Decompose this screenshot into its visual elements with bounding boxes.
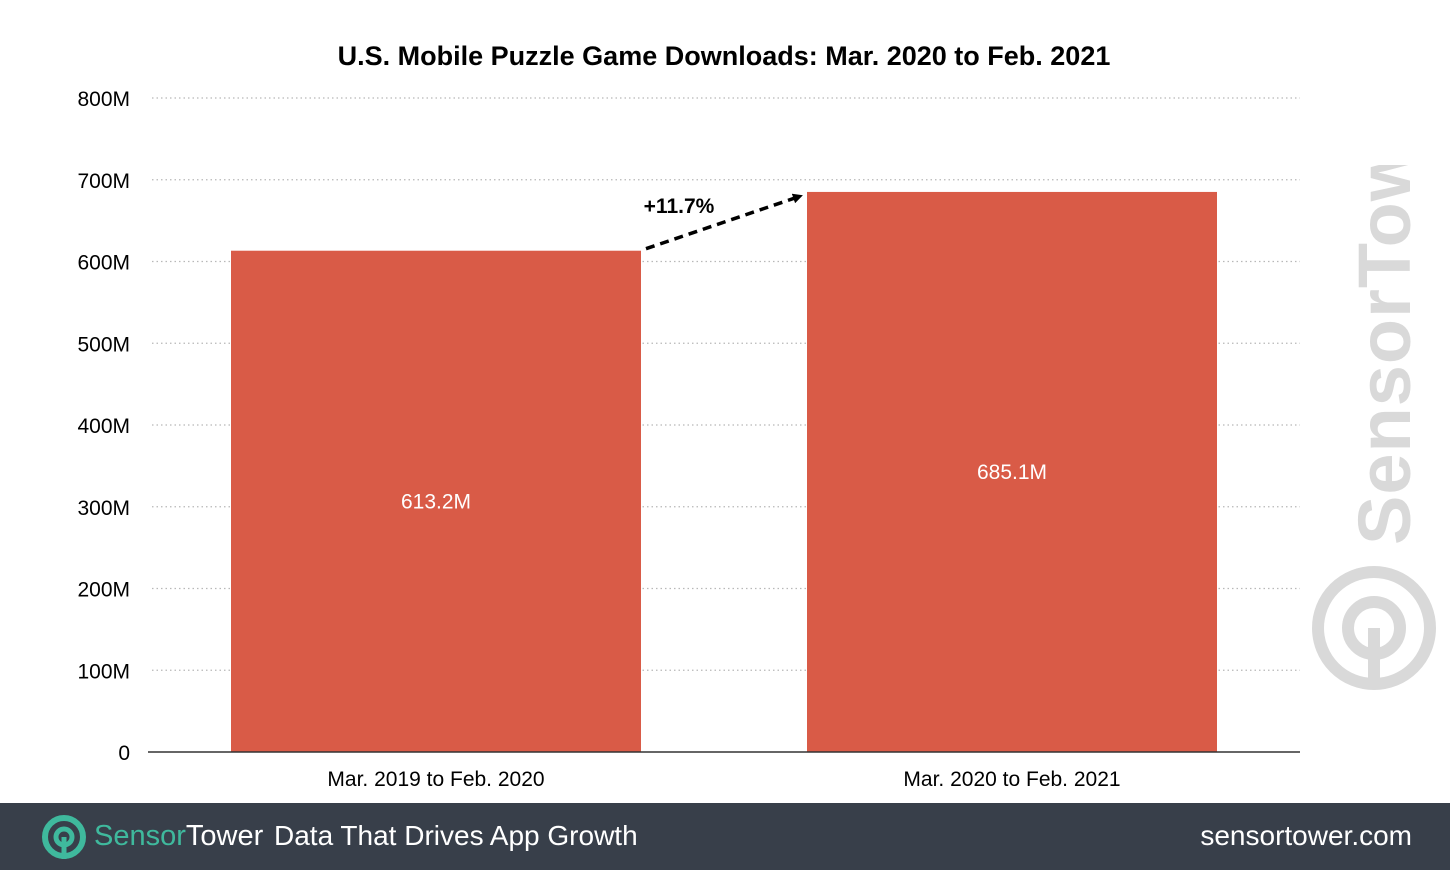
y-axis-ticks: 0 100M 200M 300M 400M 500M 600M 700M 800M [77, 88, 130, 765]
bar-value-labels: 613.2M 685.1M [401, 461, 1047, 513]
chart-title: U.S. Mobile Puzzle Game Downloads: Mar. … [338, 41, 1111, 71]
bar-value-label: 685.1M [977, 461, 1047, 484]
bars [231, 191, 1217, 753]
y-tick-label: 500M [77, 333, 130, 356]
sensortower-logo-icon [40, 813, 88, 866]
x-tick-label: Mar. 2020 to Feb. 2021 [903, 768, 1120, 791]
footer-brand-sensor: Sensor [94, 820, 186, 852]
footer-brand-tower: Tower [185, 820, 264, 852]
bar [231, 250, 641, 753]
footer-tagline: Data That Drives App Growth [274, 820, 638, 851]
growth-arrow [645, 193, 803, 251]
footer-brand: SensorTower [94, 818, 263, 854]
sensortower-watermark: SensorTower [1310, 71, 1440, 695]
footer-url[interactable]: sensortower.com [1200, 820, 1412, 851]
y-tick-label: 600M [77, 252, 130, 275]
y-tick-label: 700M [77, 170, 130, 193]
y-tick-label: 200M [77, 579, 130, 602]
growth-annotation: +11.7% [644, 195, 715, 218]
watermark-text: SensorTower [1343, 165, 1426, 545]
footer-bar: SensorTower Data That Drives App Growth … [0, 803, 1450, 870]
bar [807, 191, 1217, 752]
y-tick-label: 0 [118, 742, 130, 765]
bar-value-label: 613.2M [401, 490, 471, 513]
y-tick-label: 300M [77, 497, 130, 520]
x-tick-label: Mar. 2019 to Feb. 2020 [327, 768, 544, 791]
y-tick-label: 100M [77, 660, 130, 683]
watermark-logo-icon [1312, 566, 1436, 690]
x-axis-ticks: Mar. 2019 to Feb. 2020 Mar. 2020 to Feb. … [327, 768, 1120, 791]
y-tick-label: 400M [77, 415, 130, 438]
chart: U.S. Mobile Puzzle Game Downloads: Mar. … [77, 41, 1300, 791]
y-tick-label: 800M [77, 88, 130, 111]
